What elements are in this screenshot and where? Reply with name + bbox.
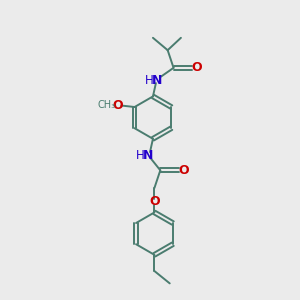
Text: H: H	[136, 148, 145, 161]
Text: N: N	[152, 74, 163, 87]
Text: CH₃: CH₃	[98, 100, 116, 110]
Text: O: O	[149, 195, 160, 208]
Text: O: O	[178, 164, 189, 177]
Text: N: N	[143, 148, 154, 161]
Text: O: O	[191, 61, 202, 74]
Text: O: O	[112, 99, 123, 112]
Text: H: H	[145, 74, 154, 87]
